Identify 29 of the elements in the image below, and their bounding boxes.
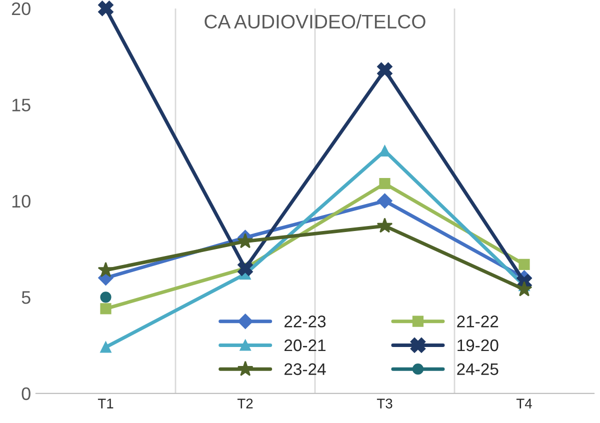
point: [100, 292, 112, 303]
legend-label: 23-24: [284, 363, 326, 376]
y-tick-label: 10: [12, 194, 30, 208]
x-tick-label: T1: [98, 398, 114, 408]
point: [379, 145, 390, 156]
legend-label: 22-23: [284, 316, 326, 328]
x-tick-label: T4: [516, 398, 532, 408]
x-tick-label: T3: [376, 398, 392, 408]
legend-label: 24-25: [457, 363, 498, 376]
y-tick-label: 20: [12, 2, 30, 16]
legend-label: 20-21: [284, 339, 326, 352]
point: [518, 258, 530, 270]
point: [237, 233, 254, 248]
y-tick-label: 15: [12, 98, 30, 112]
point: [377, 193, 392, 208]
legend-label: 19-20: [458, 339, 498, 352]
legend-label: 21-22: [457, 316, 498, 328]
y-tick-label: 0: [22, 387, 30, 400]
chart-title: CA AUDIOVIDEO/TELCO: [204, 14, 426, 29]
point: [377, 62, 392, 78]
x-tick-label: T2: [237, 398, 253, 408]
point: [100, 303, 112, 314]
y-tick-label: 5: [22, 291, 30, 304]
point: [516, 281, 532, 296]
point: [376, 218, 393, 233]
point: [98, 262, 114, 278]
point: [98, 0, 114, 16]
point: [100, 342, 112, 353]
point: [379, 178, 390, 190]
